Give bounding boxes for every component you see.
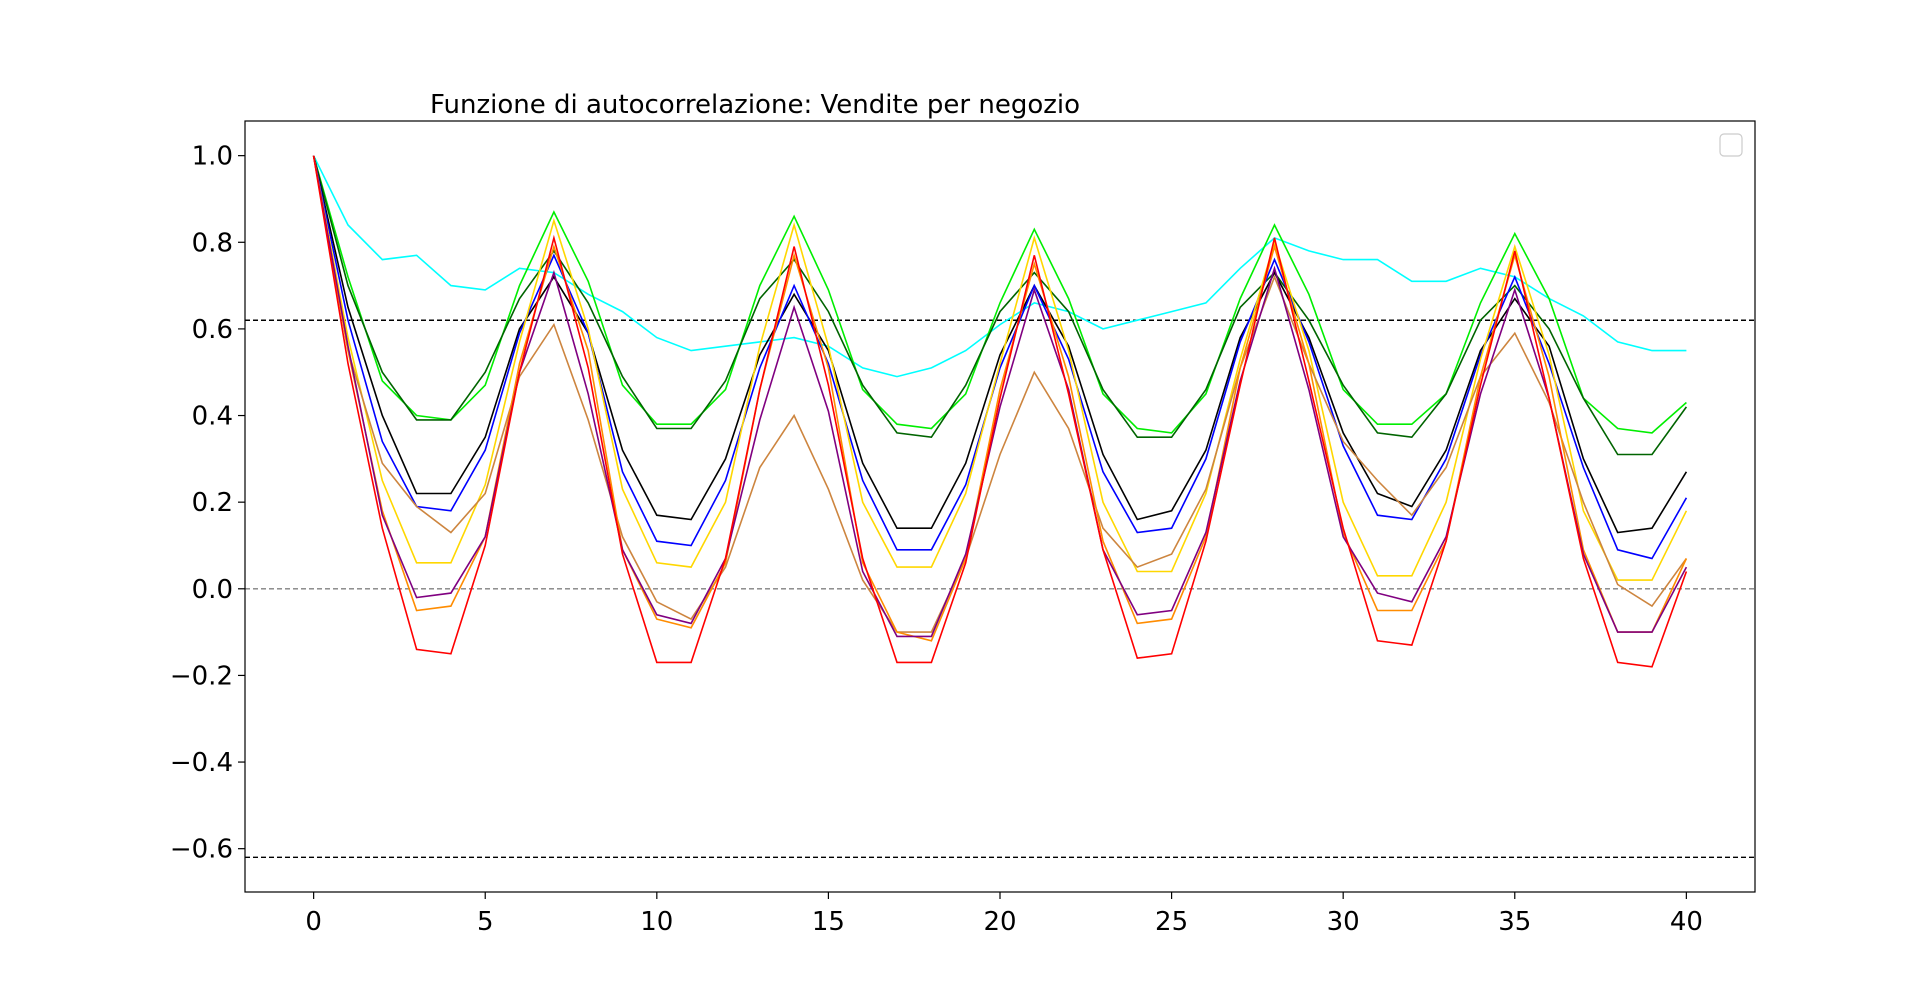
y-tick-label: −0.4 [170,748,233,778]
x-tick-label: 15 [812,907,845,937]
series-line-0 [312,155,1687,378]
x-tick-label: 20 [983,907,1016,937]
y-axis: 1.0 0.8 0.6 0.4 0.2 0.0 −0.2 −0.4 −0.6 [170,142,245,865]
x-tick-label: 40 [1670,907,1703,937]
y-tick-label: 1.0 [192,142,233,172]
x-tick-label: 10 [640,907,673,937]
y-tick-label: 0.8 [192,228,233,258]
series-line-2 [312,155,1688,456]
series-line-1 [312,155,1687,434]
y-tick-label: −0.2 [170,661,233,691]
x-tick-label: 25 [1155,907,1188,937]
series-line-9 [312,155,1688,668]
x-tick-label: 35 [1498,907,1531,937]
y-tick-label: 0.0 [192,575,233,605]
x-axis: 0 5 10 15 20 25 30 35 40 [305,892,1703,937]
y-tick-label: 0.6 [192,315,233,345]
x-tick-label: 30 [1327,907,1360,937]
series-group [312,155,1688,668]
plot-frame [244,120,1756,893]
y-tick-label: 0.4 [192,402,233,432]
y-tick-label: −0.6 [170,835,233,865]
legend-box [1719,133,1743,157]
y-tick-label: 0.2 [192,488,233,518]
x-tick-label: 5 [477,907,494,937]
series-line-6 [312,155,1688,633]
series-line-5 [312,155,1688,581]
chart-title: Funzione di autocorrelazione: Vendite pe… [430,90,1080,120]
x-tick-label: 0 [305,907,322,937]
series-line-3 [312,155,1688,534]
reference-lines [245,319,1755,859]
